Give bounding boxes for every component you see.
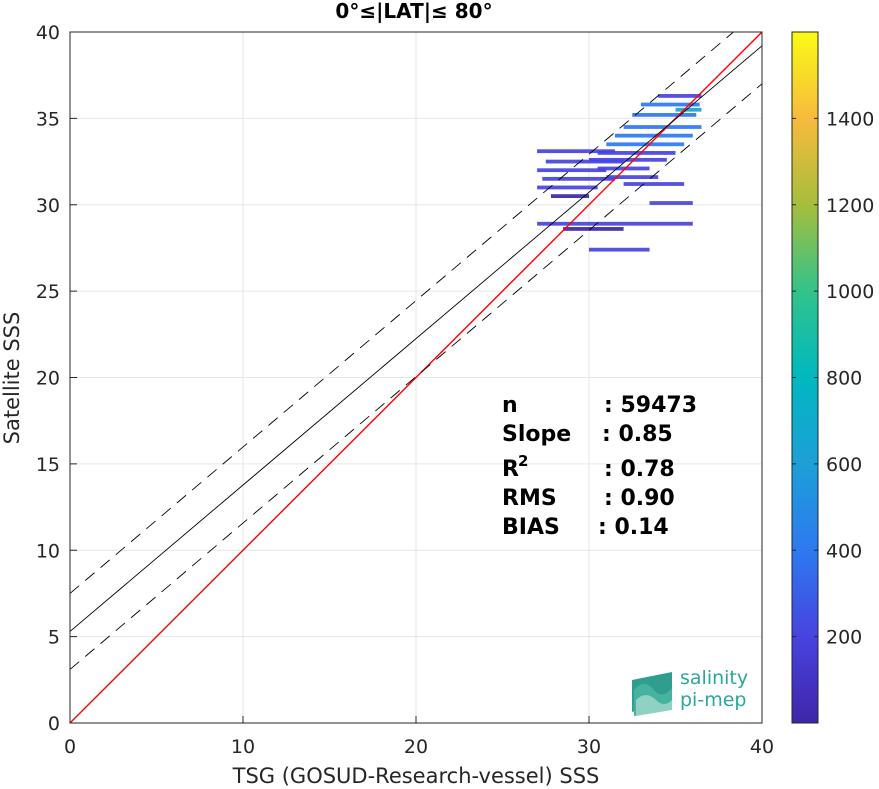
y-tick-label: 5 (48, 627, 60, 649)
density-cell (606, 175, 659, 180)
colorbar-ticks: 200 400 600 800 1000 1200 1400 (792, 108, 874, 649)
density-cell (563, 227, 624, 231)
stat-r2-label: R (502, 457, 519, 482)
x-axis-ticks: 0 10 20 30 40 (64, 716, 774, 758)
stat-bias-label: BIAS (502, 515, 560, 540)
y-tick-label: 0 (48, 713, 60, 735)
fit-lower-line (70, 83, 762, 670)
density-cell (589, 247, 650, 252)
stat-n-label: n (502, 393, 518, 418)
density-cell (597, 166, 650, 171)
x-tick-label: 20 (404, 736, 428, 758)
logo-waves-icon (632, 672, 672, 716)
stat-slope-label: Slope (502, 422, 571, 447)
density-cell (597, 151, 676, 155)
salinity-pimep-logo: salinity pi-mep (632, 667, 748, 716)
logo-text-line1: salinity (680, 667, 748, 689)
y-tick-label: 40 (36, 22, 60, 44)
density-cell (537, 149, 615, 154)
colorbar-tick-label: 400 (826, 540, 862, 562)
fit-upper-line (70, 32, 735, 594)
stat-n-value: : 59473 (604, 393, 697, 418)
colorbar-tick-label: 1200 (826, 195, 874, 217)
stat-rms-value: : 0.90 (604, 486, 675, 511)
density-cell (675, 107, 702, 112)
density-cell (658, 94, 702, 98)
y-tick-label: 35 (36, 108, 60, 130)
stat-r2-superscript: 2 (518, 452, 528, 470)
density-cell (537, 185, 598, 190)
density-cell (632, 113, 697, 117)
stat-bias-value: : 0.14 (598, 515, 669, 540)
colorbar-tick-label: 200 (826, 627, 862, 649)
colorbar-tick-label: 1000 (826, 281, 874, 303)
y-tick-label: 30 (36, 195, 60, 217)
stat-r2-value: : 0.78 (604, 457, 675, 482)
x-tick-label: 30 (577, 736, 601, 758)
y-tick-label: 20 (36, 368, 60, 390)
density-cell (640, 102, 700, 107)
density-cell (623, 125, 702, 129)
colorbar-tick-label: 800 (826, 368, 862, 390)
y-axis-ticks: 0 5 10 15 20 25 30 35 40 (36, 22, 77, 735)
density-cells (537, 94, 702, 252)
density-cell (537, 221, 693, 226)
stat-rms-label: RMS (502, 486, 557, 511)
x-axis-label: TSG (GOSUD-Research-vessel) SSS (232, 764, 600, 788)
density-cell (537, 168, 607, 173)
regression-lines (70, 32, 762, 723)
density-cell (623, 182, 685, 186)
y-axis-label: Satellite SSS (0, 312, 24, 445)
density-cell (545, 159, 624, 164)
density-cell (614, 133, 693, 138)
logo-text-line2: pi-mep (680, 689, 746, 711)
colorbar-tick-label: 600 (826, 454, 862, 476)
colorbar: 200 400 600 800 1000 1200 1400 (791, 31, 874, 724)
x-tick-label: 10 (231, 736, 255, 758)
y-tick-label: 10 (36, 540, 60, 562)
x-tick-label: 0 (64, 736, 76, 758)
fit-line (70, 45, 762, 632)
density-cell (542, 176, 615, 181)
colorbar-tick-label: 1400 (826, 108, 874, 130)
stat-slope-value: : 0.85 (602, 422, 673, 447)
x-tick-label: 40 (750, 736, 774, 758)
density-cell (550, 194, 589, 199)
chart-title: 0°≤|LAT|≤ 80° (335, 0, 492, 23)
identity-line (70, 32, 762, 723)
y-tick-label: 15 (36, 454, 60, 476)
stats-block: n : 59473 Slope : 0.85 R 2 : 0.78 RMS : … (502, 393, 697, 540)
density-cell (649, 201, 693, 205)
y-tick-label: 25 (36, 281, 60, 303)
